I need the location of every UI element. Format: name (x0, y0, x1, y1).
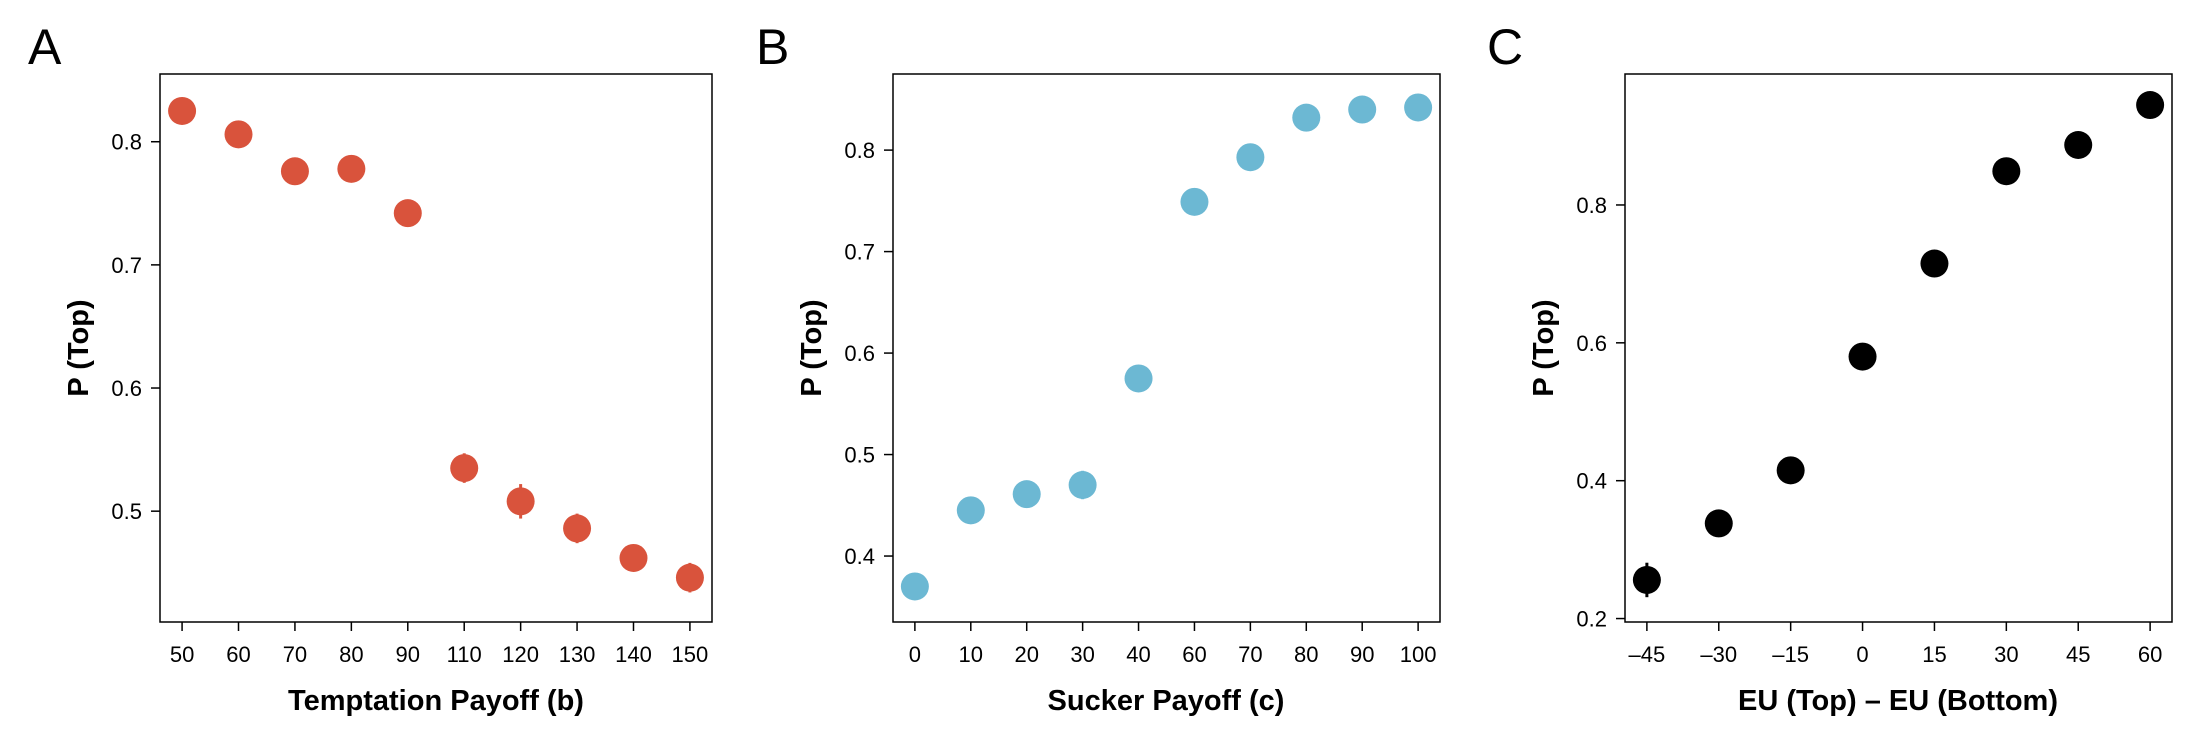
panel-b-y-tick-label: 0.8 (844, 138, 875, 163)
panel-b-y-tick-label: 0.4 (844, 544, 875, 569)
panel-b-x-tick-label: 100 (1400, 642, 1437, 667)
panel-c-x-tick-label: –45 (1629, 642, 1666, 667)
panel-b-x-tick-label: 70 (1238, 642, 1262, 667)
panel-b-data-point (956, 496, 985, 525)
panel-a: A 50 60 70 80 90 110 120 130 140 150 0.5 0.6 0.7 0.8 Te… (28, 19, 713, 717)
panel-a-x-axis-label: Temptation Payoff (b) (288, 685, 584, 717)
panel-b-y-tick-label: 0.7 (844, 240, 875, 265)
panel-b-x-tick-label: 10 (959, 642, 983, 667)
panel-b-data-point (1236, 143, 1265, 172)
panel-c-plot-frame (1624, 73, 2173, 623)
panel-a-x-tick-label: 70 (283, 642, 307, 667)
panel-c-y-tick-label: 0.2 (1576, 607, 1607, 632)
panel-c-x-tick-label: –30 (1700, 642, 1737, 667)
panel-b-x-tick-label: 30 (1070, 642, 1094, 667)
panel-b-x-tick-label: 80 (1294, 642, 1318, 667)
panel-c: C –45 –30 –15 0 15 30 45 60 0.2 0.4 0.6 0.8 EU (Top) … (1487, 19, 2173, 717)
panel-b-data-point (1180, 187, 1209, 216)
panel-b-data-point (1012, 480, 1041, 509)
panel-a-x-tick-label: 120 (502, 642, 539, 667)
panel-c-x-tick-label: 30 (1994, 642, 2018, 667)
panel-b-x-tick-label: 0 (909, 642, 921, 667)
panel-a-letter: A (28, 19, 62, 75)
panel-b-data-point (1404, 93, 1433, 122)
panel-c-letter: C (1487, 19, 1523, 75)
panel-a-y-tick-label: 0.6 (111, 376, 142, 401)
panel-b-x-tick-label: 40 (1126, 642, 1150, 667)
panel-c-data-point (1632, 565, 1661, 594)
panel-a-data-point (675, 563, 704, 592)
panel-b-y-tick-label: 0.5 (844, 443, 875, 468)
panel-a-y-tick-label: 0.8 (111, 130, 142, 155)
panel-b-y-axis-label: P (Top) (796, 299, 828, 396)
panel-a-x-tick-label: 60 (226, 642, 250, 667)
panel-c-y-tick-label: 0.8 (1576, 193, 1607, 218)
panel-a-data-point (393, 199, 422, 228)
panel-b-data-point (1124, 364, 1153, 393)
panel-a-x-tick-label: 80 (339, 642, 363, 667)
panel-b-x-tick-label: 60 (1182, 642, 1206, 667)
panel-c-data-point (1776, 456, 1805, 485)
panel-a-x-tick-label: 110 (447, 642, 482, 667)
panel-a-x-tick-label: 150 (672, 642, 709, 667)
panel-c-x-tick-label: –15 (1772, 642, 1809, 667)
panel-b-letter: B (756, 19, 789, 75)
panel-b: B 0 10 20 30 40 60 70 80 90 100 0.4 0.5 0.6 0.7 0.8 Suck… (756, 19, 1441, 717)
panel-a-data-point (450, 454, 479, 483)
panel-b-data-point (1348, 95, 1377, 124)
panel-b-data-point (1292, 103, 1321, 132)
panel-c-x-tick-label: 60 (2138, 642, 2162, 667)
panel-c-data-point (2136, 91, 2165, 120)
panel-a-y-tick-label: 0.7 (111, 253, 142, 278)
panel-b-data-point (900, 572, 929, 601)
panel-a-x-tick-label: 50 (170, 642, 194, 667)
panel-c-data-point (1992, 157, 2021, 186)
panel-a-data-point (619, 543, 648, 572)
panel-b-y-tick-label: 0.6 (844, 341, 875, 366)
panel-a-y-tick-label: 0.5 (111, 499, 142, 524)
panel-a-data-point (337, 154, 366, 183)
panel-b-plot-frame (892, 73, 1441, 623)
panel-c-x-tick-label: 15 (1922, 642, 1946, 667)
panel-b-x-tick-label: 20 (1014, 642, 1038, 667)
panel-a-x-tick-label: 90 (396, 642, 420, 667)
panel-a-data-point (168, 96, 197, 125)
panel-c-y-tick-label: 0.4 (1576, 469, 1607, 494)
panel-a-data-point (563, 514, 592, 543)
panel-c-x-tick-label: 0 (1856, 642, 1868, 667)
panel-c-data-point (1920, 249, 1949, 278)
panel-c-x-tick-label: 45 (2066, 642, 2090, 667)
panel-b-x-tick-label: 90 (1350, 642, 1374, 667)
panel-b-data-point (1068, 471, 1097, 499)
panel-c-data-point (1704, 509, 1733, 538)
panel-a-x-tick-label: 130 (559, 642, 596, 667)
panel-b-x-axis-label: Sucker Payoff (c) (1048, 685, 1285, 717)
panel-a-data-point (224, 120, 253, 149)
panel-a-x-tick-label: 140 (615, 642, 652, 667)
panel-c-x-axis-label: EU (Top) – EU (Bottom) (1738, 685, 2058, 717)
panel-c-y-axis-label: P (Top) (1528, 299, 1560, 396)
panel-c-data-point (1848, 342, 1877, 371)
panel-a-y-axis-label: P (Top) (63, 299, 95, 396)
panel-a-data-point (506, 487, 535, 516)
panel-a-plot-frame (159, 73, 713, 623)
panel-c-data-point (2064, 130, 2093, 159)
panel-c-y-tick-label: 0.6 (1576, 331, 1607, 356)
panel-a-data-point (280, 157, 309, 186)
